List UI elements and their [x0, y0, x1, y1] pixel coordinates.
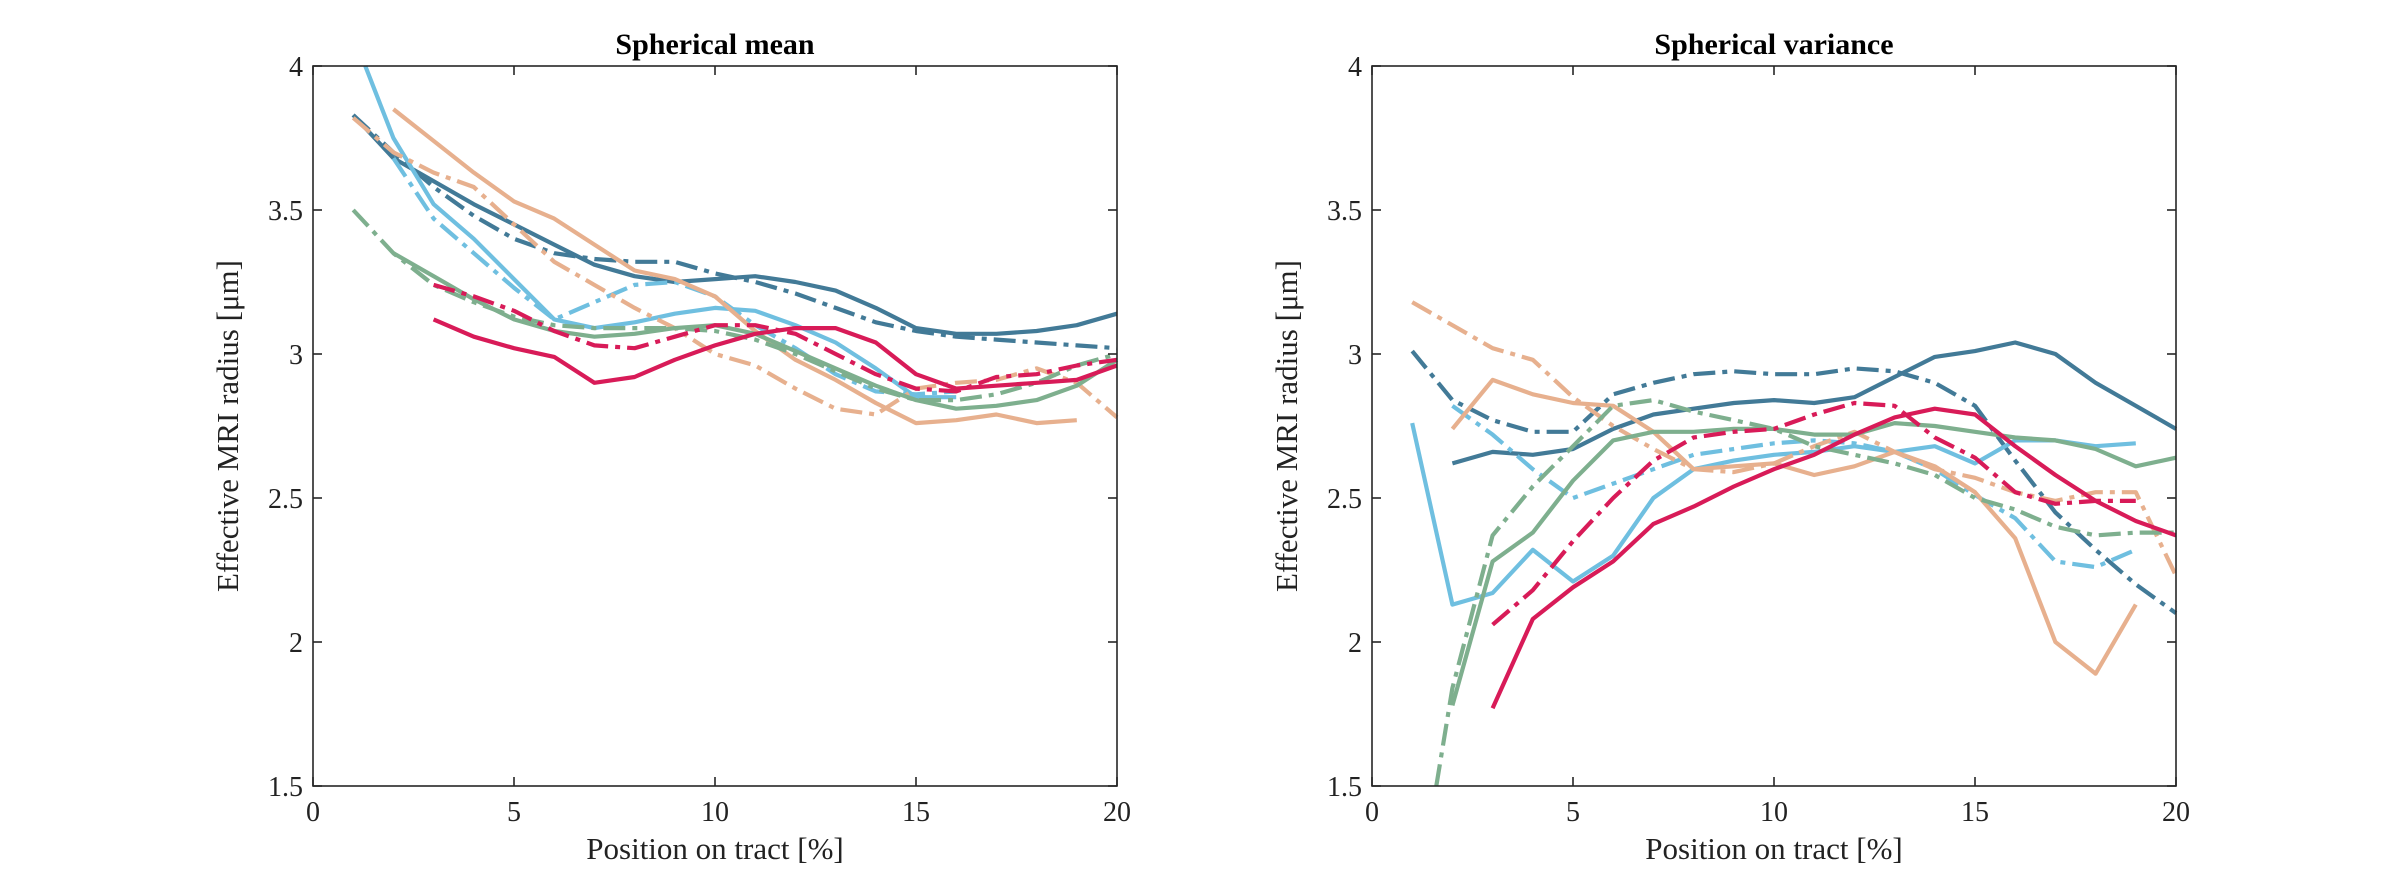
- x-tick-label: 15: [902, 797, 930, 828]
- x-tick-label: 10: [1760, 797, 1788, 828]
- series-line-3: [1410, 422, 2136, 607]
- y-tick-label: 1.5: [1327, 772, 1362, 803]
- chart-title: Spherical mean: [615, 28, 814, 61]
- y-axis-label: Effective MRI radius [μm]: [210, 260, 245, 592]
- y-tick-label: 3.5: [268, 196, 303, 227]
- y-tick-label: 4: [1348, 52, 1362, 83]
- series-group: [1410, 300, 2178, 787]
- y-axis-label: Effective MRI radius [μm]: [1269, 260, 1304, 592]
- chart-title: Spherical variance: [1654, 28, 1893, 61]
- series-line-2: [351, 113, 1118, 351]
- x-tick-label: 20: [2162, 797, 2190, 828]
- series-line-9: [1490, 406, 2177, 710]
- series-line-3: [363, 65, 957, 400]
- x-tick-label: 10: [701, 797, 729, 828]
- y-tick-label: 3: [289, 340, 303, 371]
- axes-box: [1371, 65, 2177, 787]
- x-tick-label: 0: [306, 797, 320, 828]
- y-tick-label: 2.5: [1327, 484, 1362, 515]
- series-line-1: [351, 113, 1118, 336]
- chart-panel-2: 0 5 10 15 20 1.5 2 2.5 3 3.5 4 Spherical variance Po…: [1269, 28, 2190, 866]
- x-axis-label: Position on tract [%]: [586, 831, 843, 866]
- series-line-8: [351, 208, 1118, 403]
- series-line-6: [351, 116, 1119, 419]
- y-tick-label: 2.5: [268, 484, 303, 515]
- series-line-5: [392, 107, 1077, 426]
- x-tick-label: 5: [1566, 797, 1580, 828]
- x-tick-label: 5: [507, 797, 521, 828]
- series-line-10: [1491, 400, 2136, 627]
- series-line-7: [1450, 421, 2177, 706]
- series-line-6: [1411, 300, 2178, 577]
- y-tick-label: 1.5: [268, 772, 303, 803]
- series-line-4: [391, 157, 957, 397]
- series-line-8: [1434, 398, 2176, 787]
- series-line-4: [1451, 404, 2137, 570]
- chart-panel-1: 0 5 10 15 20 1.5 2 2.5 3 3.5 4 Spherical mean Positi…: [210, 28, 1131, 866]
- series-group: [351, 65, 1119, 426]
- x-tick-label: 0: [1365, 797, 1379, 828]
- y-tick-label: 3: [1348, 340, 1362, 371]
- x-axis-label: Position on tract [%]: [1645, 831, 1902, 866]
- y-tick-label: 3.5: [1327, 196, 1362, 227]
- y-tick-label: 2: [1348, 628, 1362, 659]
- x-tick-label: 20: [1103, 797, 1131, 828]
- y-tick-label: 2: [289, 628, 303, 659]
- y-tick-label: 4: [289, 52, 303, 83]
- x-tick-label: 15: [1961, 797, 1989, 828]
- series-line-5: [1450, 377, 2138, 676]
